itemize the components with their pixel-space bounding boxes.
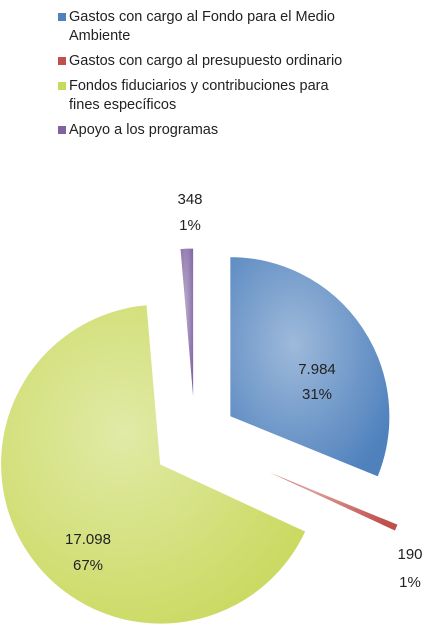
- percent-label: 31%: [302, 386, 332, 403]
- percent-label: 1%: [399, 574, 421, 591]
- legend-label: Apoyo a los programas: [69, 122, 219, 138]
- legend-item: Fondos fiduciarios y contribuciones para…: [58, 77, 348, 115]
- slice-shine: [0, 304, 306, 625]
- legend-swatch: [58, 126, 66, 134]
- slice-shine: [250, 463, 399, 532]
- value-label: 17.098: [65, 531, 111, 548]
- legend-item: Apoyo a los programas: [58, 121, 348, 140]
- legend-swatch: [58, 13, 66, 21]
- slice-shine: [179, 248, 194, 409]
- legend-label: Fondos fiduciarios y contribuciones para…: [69, 78, 329, 113]
- value-label: 7.984: [298, 361, 336, 378]
- legend-swatch: [58, 57, 66, 65]
- percent-label: 1%: [179, 217, 201, 234]
- percent-label: 67%: [73, 557, 103, 574]
- legend-swatch: [58, 82, 66, 90]
- slice-shine: [229, 256, 390, 477]
- legend-label: Gastos con cargo al presupuesto ordinari…: [69, 53, 343, 69]
- legend-item: Gastos con cargo al Fondo para el Medio …: [58, 8, 348, 46]
- value-label: 190: [397, 546, 422, 563]
- legend-label: Gastos con cargo al Fondo para el Medio …: [69, 9, 335, 44]
- legend-item: Gastos con cargo al presupuesto ordinari…: [58, 52, 348, 71]
- value-label: 348: [177, 191, 202, 208]
- legend: Gastos con cargo al Fondo para el Medio …: [58, 8, 348, 146]
